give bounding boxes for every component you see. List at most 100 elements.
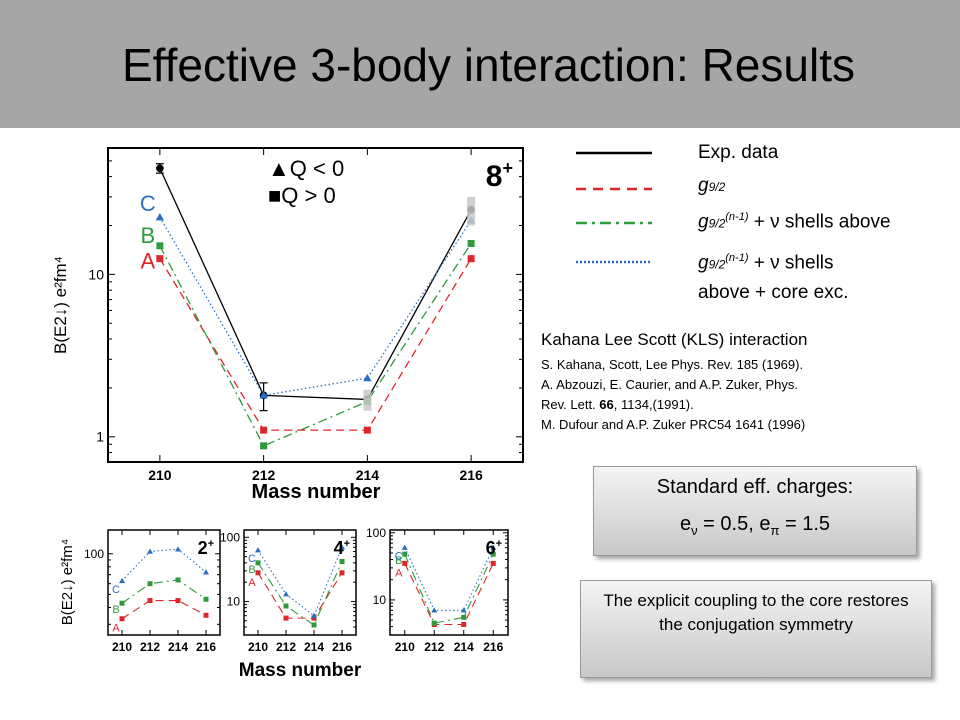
series-label-b: B: [112, 604, 119, 616]
legend-label-core-sub: 9/2: [708, 257, 726, 272]
state-label-parity: +: [502, 158, 513, 178]
reference-line3-post: , 1134,(1991).: [613, 397, 694, 412]
x-tick-label: 212: [424, 640, 444, 654]
data-point-c: [147, 548, 153, 554]
data-point-b: [260, 442, 268, 450]
series-label-a: A: [141, 249, 156, 274]
data-point-c: [401, 544, 408, 550]
x-tick-label: 216: [196, 640, 216, 654]
data-point-a: [467, 255, 475, 263]
data-point-a: [255, 570, 261, 576]
data-point-b: [147, 581, 153, 587]
reference-line3-volume: 66: [599, 397, 614, 412]
series-line-a: [257, 572, 343, 619]
series-label-b: B: [248, 564, 255, 576]
data-point-a: [175, 598, 181, 604]
state-label-j: 8: [486, 160, 503, 193]
y-tick-label: 10: [373, 593, 387, 607]
y-tick-label: 100: [220, 531, 240, 545]
data-point-a: [260, 426, 268, 434]
x-tick-label: 210: [248, 640, 268, 654]
x-tick-label: 214: [304, 640, 324, 654]
data-point-c: [119, 577, 125, 584]
data-point-c: [363, 373, 372, 382]
data-point-b: [311, 622, 317, 628]
legend-label-exp: Exp. data: [698, 142, 779, 163]
small-x-axis-label: Mass number: [239, 660, 362, 681]
references-heading: Kahana Lee Scott (KLS) interaction: [541, 330, 808, 349]
data-point-c: [255, 547, 261, 553]
data-point-b: [283, 603, 289, 609]
e-nu-label: e: [679, 513, 692, 535]
references: Kahana Lee Scott (KLS) interaction S. Ka…: [541, 330, 941, 435]
plot-frame: [107, 147, 524, 463]
data-point-a: [461, 622, 467, 628]
state-label: 4+: [334, 538, 350, 558]
marker-legend-negative: ▲Q < 0: [268, 156, 344, 181]
x-tick-label: 210: [148, 467, 172, 483]
exp-uncertainty-band: [467, 196, 476, 226]
reference-line: Rev. Lett. 66, 1134,(1991).: [541, 395, 941, 415]
data-point-b: [156, 242, 164, 250]
data-point-a: [490, 560, 496, 566]
chart-2+: 100 210 212 214 216 ABC 2+: [84, 529, 221, 654]
chart-6+: 10 100 210 212 214 216 ABC 6+: [366, 526, 509, 654]
data-point-b: [175, 577, 181, 583]
data-point-b: [119, 600, 125, 606]
x-tick-label: 216: [459, 467, 483, 483]
legend-line-dotted: [576, 260, 652, 264]
data-point-a: [156, 255, 164, 263]
data-point-b: [255, 560, 261, 566]
data-point-b: [203, 596, 209, 602]
legend-label-shells-above: g9/2(n-1) + ν shells above: [698, 211, 891, 233]
charges-heading: Standard eff. charges:: [656, 476, 854, 498]
legend-line-dashdot: [576, 221, 652, 225]
series-line-b: [121, 579, 207, 604]
series-line-b: [257, 561, 343, 626]
y-tick-label: 100: [84, 547, 104, 561]
data-point-a: [119, 616, 125, 622]
state-label: 6+: [486, 538, 502, 558]
data-point-c: [155, 212, 165, 221]
series-label-b: B: [395, 555, 402, 567]
marker-legend-positive: ■Q > 0: [268, 183, 336, 208]
series-line-b: [404, 553, 494, 624]
data-point-b: [461, 614, 467, 620]
title-bar: [0, 0, 960, 128]
legend-label-core-exc: g9/2(n-1) + ν shells: [698, 252, 834, 274]
series-line-b: [159, 243, 472, 447]
series-line-c: [257, 547, 343, 617]
data-point-c: [259, 391, 268, 399]
series-label-c: C: [395, 551, 403, 563]
legend-label-core-main: g: [698, 252, 709, 274]
y-tick-label: 100: [366, 526, 386, 540]
charges-box: Standard eff. charges: eν = 0.5, eπ = 1.…: [593, 466, 917, 556]
data-point-a: [203, 612, 209, 618]
data-point-c: [460, 607, 467, 613]
series-label-a: A: [395, 567, 403, 579]
e-nu-value: = 0.5,: [697, 513, 760, 535]
data-point-a: [339, 570, 345, 576]
x-tick-label: 212: [252, 467, 276, 483]
legend-label-shells-main: g: [698, 211, 709, 233]
plot-frame: [389, 529, 509, 636]
state-label: 8+: [486, 158, 513, 193]
series-line-exp-data: [159, 168, 472, 401]
series-label-a: A: [112, 623, 120, 635]
series-line-a: [159, 258, 472, 431]
reference-line3-pre: Rev. Lett.: [541, 397, 600, 412]
small-y-axis-label: B(E2↓) e²fm⁴: [59, 539, 76, 625]
data-point-a: [283, 615, 289, 621]
legend-label-core-line2: above + core exc.: [698, 282, 849, 303]
legend-label-g92: g9/2: [698, 175, 725, 197]
legend-label-shells-sup: (n-1): [725, 211, 749, 223]
data-point-a: [311, 615, 317, 621]
e-pi-label: e: [759, 513, 771, 535]
x-tick-label: 212: [140, 640, 160, 654]
charges-values: eν = 0.5, eπ = 1.5: [594, 513, 916, 538]
data-point-b: [490, 551, 496, 557]
data-point-c: [339, 544, 345, 550]
data-point-b: [431, 620, 437, 626]
data-point-c: [175, 546, 181, 552]
y-tick-label: 1: [96, 429, 104, 445]
